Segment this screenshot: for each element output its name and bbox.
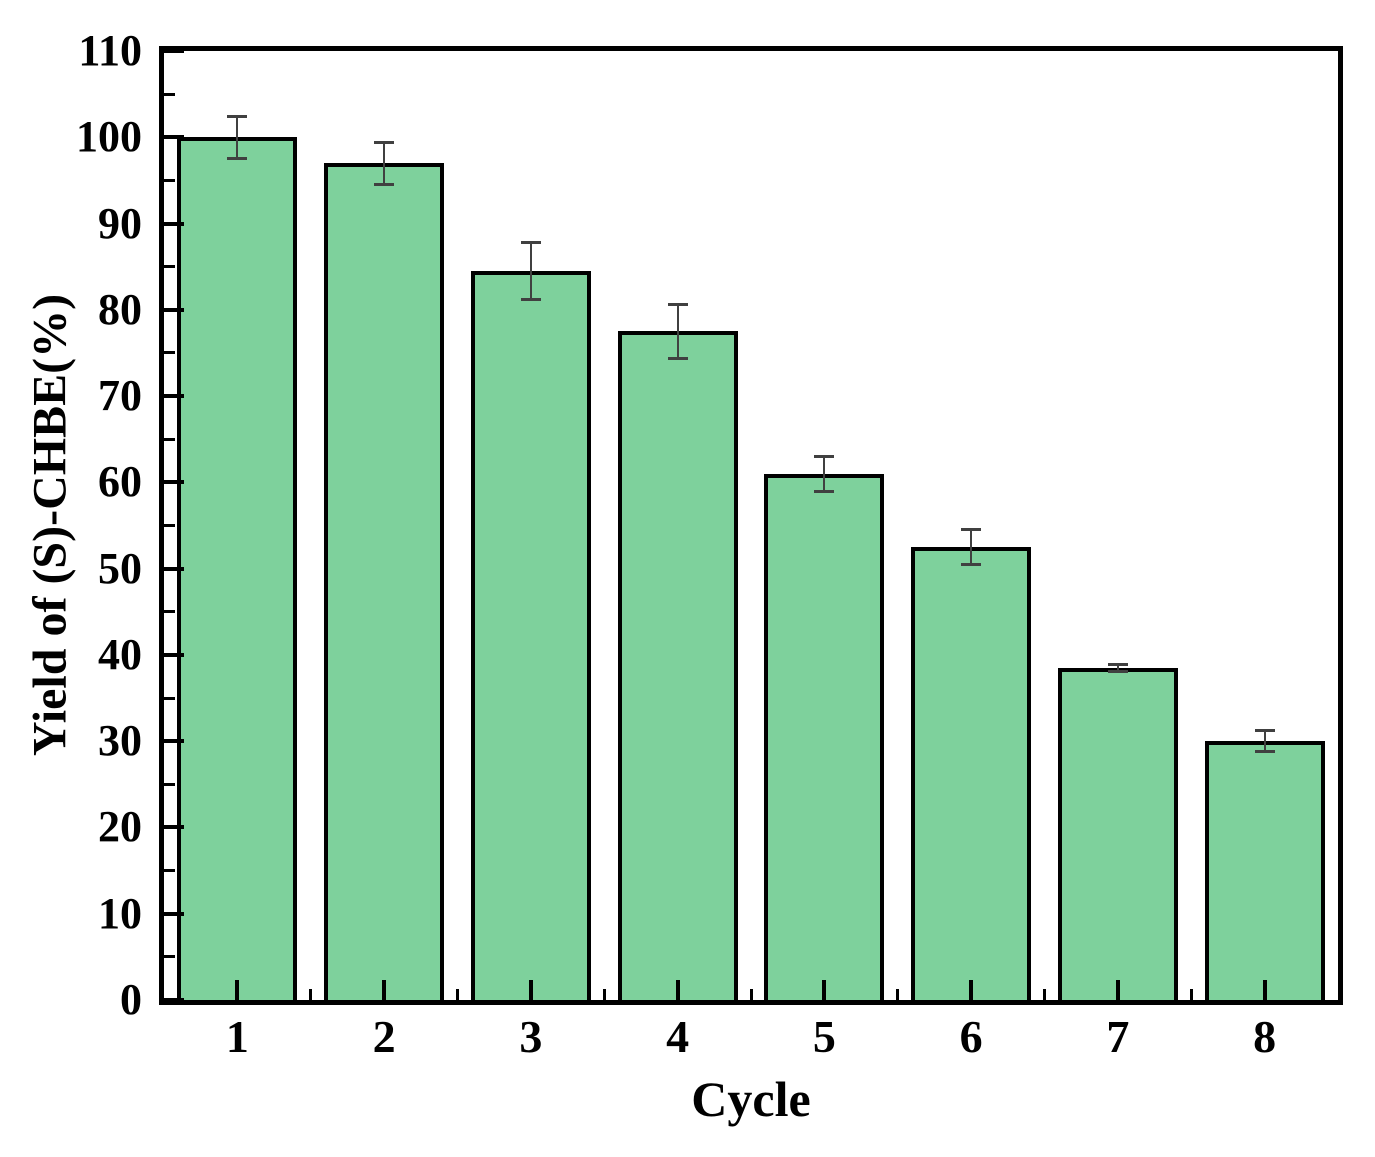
y-minor-tick-5 — [164, 955, 175, 959]
y-minor-tick-45 — [164, 610, 175, 614]
y-tick-label-90: 90 — [98, 198, 142, 248]
error-bar-cycle-4 — [667, 302, 688, 361]
y-minor-tick-25 — [164, 782, 175, 786]
y-major-tick-0 — [164, 998, 184, 1002]
y-major-tick-100 — [164, 135, 184, 140]
y-major-tick-110 — [164, 49, 184, 53]
x-tick-label-6: 6 — [959, 1011, 983, 1062]
x-tick-label-1: 1 — [225, 1011, 249, 1062]
y-tick-label-0: 0 — [120, 975, 142, 1024]
y-minor-tick-105 — [164, 92, 175, 96]
error-bar-cycle-5 — [814, 454, 835, 494]
y-tick-label-80: 80 — [98, 284, 142, 334]
error-bar-cycle-3 — [520, 240, 541, 301]
bar-cycle-3 — [470, 271, 591, 1000]
y-major-tick-30 — [164, 739, 184, 744]
y-minor-tick-55 — [164, 524, 175, 527]
y-tick-label-10: 10 — [98, 888, 142, 938]
error-bar-cycle-6 — [961, 527, 982, 567]
bar-cycle-7 — [1057, 667, 1178, 1000]
x-minor-tick — [896, 989, 900, 1000]
bar-cycle-1 — [177, 137, 298, 1000]
y-tick-label-40: 40 — [98, 629, 142, 679]
x-minor-tick — [749, 989, 753, 1000]
bar-cycle-6 — [911, 547, 1032, 1000]
x-minor-tick — [309, 989, 313, 1000]
x-minor-tick — [602, 989, 606, 1000]
x-major-tick-8 — [1262, 980, 1267, 1000]
y-axis-tick-labels: 0 10 20 30 40 50 60 70 80 90 100 110 — [0, 29, 142, 1022]
y-major-tick-10 — [164, 911, 184, 916]
error-bar-cycle-1 — [227, 114, 248, 160]
bar-cycle-8 — [1204, 741, 1325, 1000]
y-major-tick-50 — [164, 566, 184, 571]
x-minor-tick — [456, 989, 459, 1000]
x-major-tick-5 — [822, 980, 827, 1000]
x-major-tick-2 — [382, 980, 387, 1000]
x-major-tick-7 — [1115, 980, 1120, 1000]
x-axis-tick-labels: 1 2 3 4 5 6 7 8 — [164, 1014, 1338, 1070]
x-major-tick-4 — [675, 980, 680, 1000]
x-tick-label-4: 4 — [666, 1011, 690, 1062]
bar-cycle-5 — [764, 473, 885, 1000]
y-minor-tick-35 — [164, 696, 175, 700]
y-major-tick-70 — [164, 394, 184, 399]
y-minor-tick-15 — [164, 869, 175, 873]
x-tick-label-5: 5 — [812, 1011, 836, 1062]
y-major-tick-20 — [164, 825, 184, 830]
x-tick-label-8: 8 — [1253, 1011, 1277, 1062]
x-tick-label-3: 3 — [519, 1011, 543, 1062]
x-axis-title: Cycle — [691, 1071, 811, 1127]
y-minor-tick-85 — [164, 265, 175, 269]
y-tick-label-60: 60 — [98, 457, 142, 507]
y-tick-label-20: 20 — [98, 802, 142, 852]
x-minor-tick — [1189, 989, 1193, 1000]
y-tick-label-100: 100 — [76, 112, 142, 162]
y-major-tick-60 — [164, 480, 184, 485]
y-major-tick-40 — [164, 652, 184, 657]
x-tick-label-2: 2 — [372, 1011, 396, 1062]
y-tick-label-70: 70 — [98, 371, 142, 421]
bar-cycle-4 — [617, 331, 738, 1000]
error-bar-cycle-8 — [1254, 728, 1275, 754]
error-bar-cycle-2 — [374, 140, 395, 186]
y-major-tick-80 — [164, 307, 184, 312]
y-tick-label-30: 30 — [98, 716, 142, 766]
y-minor-tick-65 — [164, 437, 175, 441]
bar-cycle-2 — [324, 163, 445, 1000]
y-major-tick-90 — [164, 221, 184, 226]
y-minor-tick-75 — [164, 351, 175, 355]
plot-area — [159, 46, 1343, 1005]
x-major-tick-6 — [969, 980, 974, 1000]
x-major-tick-3 — [528, 980, 533, 1000]
x-tick-label-7: 7 — [1106, 1011, 1130, 1062]
x-major-tick-1 — [235, 980, 240, 1000]
y-tick-label-110: 110 — [78, 26, 142, 75]
error-bar-cycle-7 — [1107, 662, 1128, 673]
y-minor-tick-95 — [164, 178, 175, 182]
y-tick-label-50: 50 — [98, 543, 142, 593]
x-minor-tick — [1043, 989, 1046, 1000]
